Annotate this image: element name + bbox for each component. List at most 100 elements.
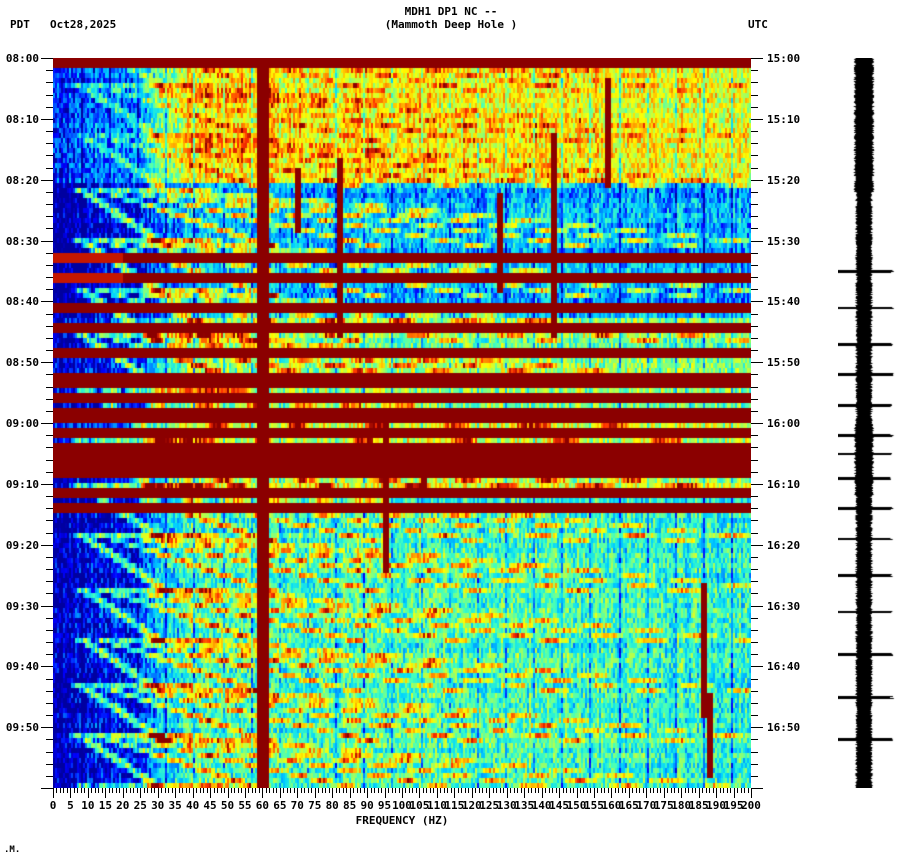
right-axis-tick [751,168,758,169]
frequency-axis-tick [632,788,633,793]
left-axis-tick [46,253,53,254]
frequency-axis-tick [465,788,466,793]
frequency-axis-label: 90 [360,799,374,812]
left-axis-tick [46,715,53,716]
left-axis-tick [46,95,53,96]
frequency-axis-tick [674,788,675,793]
left-axis-tick [46,314,53,315]
frequency-axis-tick [559,788,560,798]
frequency-axis-tick [112,788,113,793]
frequency-axis-tick [245,788,246,798]
frequency-axis-tick [280,788,281,798]
frequency-axis-tick [475,788,476,793]
left-axis-time-label: 08:10 [5,113,39,126]
left-axis-tick [46,435,53,436]
frequency-axis-tick [311,788,312,793]
left-axis-tick [46,192,53,193]
right-axis-tick [751,362,763,363]
right-axis-time-label: 16:30 [767,600,801,613]
right-axis-tick [751,557,758,558]
left-axis-tick [46,679,53,680]
frequency-axis-tick [493,788,494,793]
right-axis-tick [751,338,758,339]
left-axis-time-label: 08:00 [5,52,39,65]
seismogram-canvas [838,58,896,788]
frequency-axis-tick [405,788,406,793]
right-axis-time-label: 16:50 [767,721,801,734]
left-axis-tick [41,58,53,59]
frequency-axis-tick [636,788,637,793]
frequency-axis-tick [287,788,288,793]
frequency-axis-tick [741,788,742,793]
frequency-axis-tick [556,788,557,793]
frequency-axis-tick [102,788,103,793]
frequency-axis-tick [744,788,745,793]
frequency-axis-label: 115 [444,799,465,812]
frequency-axis-tick [88,788,89,798]
frequency-axis-label: 35 [168,799,182,812]
frequency-axis-tick [360,788,361,793]
frequency-axis-tick [158,788,159,798]
frequency-axis-label: 175 [653,799,674,812]
frequency-axis-tick [664,788,665,798]
frequency-axis-tick [597,788,598,793]
frequency-axis-tick [409,788,410,793]
frequency-axis-tick [646,788,647,798]
right-axis-tick [751,703,758,704]
right-axis-tick [751,107,758,108]
frequency-axis-tick [67,788,68,793]
frequency-axis-tick [748,788,749,793]
frequency-axis-tick [70,788,71,798]
right-axis-tick [751,484,763,485]
left-axis-tick [46,350,53,351]
left-axis-tick [46,399,53,400]
right-axis-tick [751,727,763,728]
frequency-axis-tick [105,788,106,798]
frequency-axis-tick [193,788,194,798]
right-axis-time-label: 15:20 [767,174,801,187]
left-axis-tick [46,374,53,375]
frequency-axis-tick [252,788,253,793]
frequency-axis-tick [590,788,591,793]
right-axis-tick [751,423,763,424]
frequency-axis-tick [542,788,543,798]
frequency-axis-tick [350,788,351,798]
frequency-axis-tick [625,788,626,793]
frequency-axis-label: 65 [273,799,287,812]
left-axis-tick [46,131,53,132]
left-axis-tick [46,411,53,412]
frequency-axis-tick [388,788,389,793]
frequency-axis-tick [468,788,469,793]
right-axis-tick [751,155,758,156]
left-axis-time-label: 08:50 [5,356,39,369]
left-axis-tick [46,557,53,558]
frequency-axis-tick [444,788,445,793]
frequency-axis-tick [343,788,344,793]
left-axis-tick [46,569,53,570]
frequency-axis-tick [374,788,375,793]
frequency-axis-tick [77,788,78,793]
frequency-axis-label: 70 [290,799,304,812]
frequency-axis-label: 85 [343,799,357,812]
frequency-axis-label: 0 [49,799,57,812]
frequency-axis-tick [165,788,166,793]
right-axis-tick [751,95,758,96]
frequency-axis-tick [269,788,270,793]
frequency-axis-tick [392,788,393,793]
left-axis-tick [46,703,53,704]
frequency-axis-tick [214,788,215,793]
frequency-axis-label: 190 [706,799,727,812]
left-axis-tick [46,216,53,217]
right-axis-tick [751,447,758,448]
frequency-axis-label: 5 [67,799,74,812]
frequency-axis-tick [63,788,64,793]
date-label: Oct28,2025 [50,18,117,31]
corner-mark: .M. [4,845,21,855]
left-axis-tick [41,301,53,302]
frequency-axis-tick [458,788,459,793]
frequency-axis-tick [454,788,455,798]
frequency-axis-label: 120 [461,799,482,812]
left-axis-tick [46,472,53,473]
left-axis-tick [46,82,53,83]
frequency-axis-label: 80 [325,799,339,812]
